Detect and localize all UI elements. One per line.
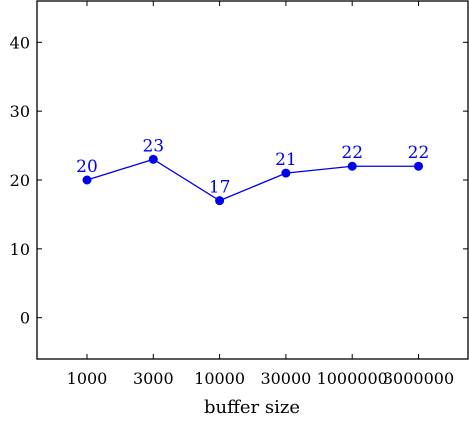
data-label-5: 22 [408,143,430,163]
x-axis-label: buffer size [204,397,300,418]
y-tick-label: 20 [10,171,30,190]
series-layer [83,155,424,205]
data-label-4: 22 [341,143,363,163]
y-tick-label: 10 [10,240,30,259]
y-tick-label: 30 [10,102,30,121]
x-tick-label: 30000 [260,369,311,388]
data-label-0: 20 [76,157,98,177]
y-axis: 0 10 20 30 40 [10,33,468,327]
x-tick-label: 1000000 [317,369,388,388]
data-label-1: 23 [142,136,164,156]
y-tick-label: 0 [20,309,30,328]
y-tick-label: 40 [10,33,30,52]
plot-frame [37,1,468,359]
x-tick-label: 1000 [67,369,108,388]
data-label-2: 17 [209,178,231,198]
x-tick-label: 10000 [194,369,245,388]
series-line [87,159,419,200]
x-tick-label: 3000 [133,369,174,388]
data-label-3: 21 [275,150,297,170]
x-tick-label: 3000000 [383,369,454,388]
